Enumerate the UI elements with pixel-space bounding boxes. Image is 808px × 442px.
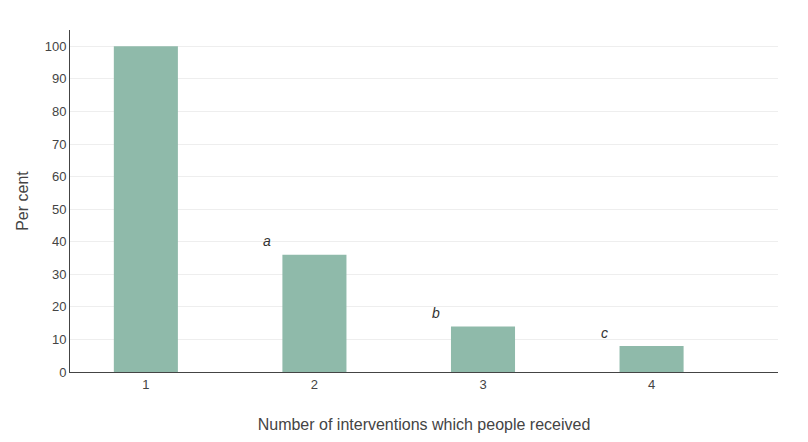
svg-text:60: 60	[52, 169, 66, 184]
svg-text:c: c	[601, 325, 608, 341]
svg-text:1: 1	[142, 377, 149, 392]
svg-text:50: 50	[52, 202, 66, 217]
svg-text:70: 70	[52, 137, 66, 152]
svg-text:90: 90	[52, 71, 66, 86]
svg-text:30: 30	[52, 267, 66, 282]
svg-text:b: b	[432, 305, 440, 321]
svg-text:0: 0	[59, 365, 66, 380]
svg-text:100: 100	[45, 39, 67, 54]
svg-text:3: 3	[479, 377, 486, 392]
svg-text:40: 40	[52, 234, 66, 249]
svg-text:a: a	[263, 233, 271, 249]
svg-text:Per cent: Per cent	[14, 171, 31, 231]
svg-text:80: 80	[52, 104, 66, 119]
svg-text:Number of interventions which: Number of interventions which people rec…	[258, 416, 591, 433]
svg-text:20: 20	[52, 299, 66, 314]
svg-text:4: 4	[648, 377, 655, 392]
svg-text:10: 10	[52, 332, 66, 347]
svg-text:2: 2	[311, 377, 318, 392]
